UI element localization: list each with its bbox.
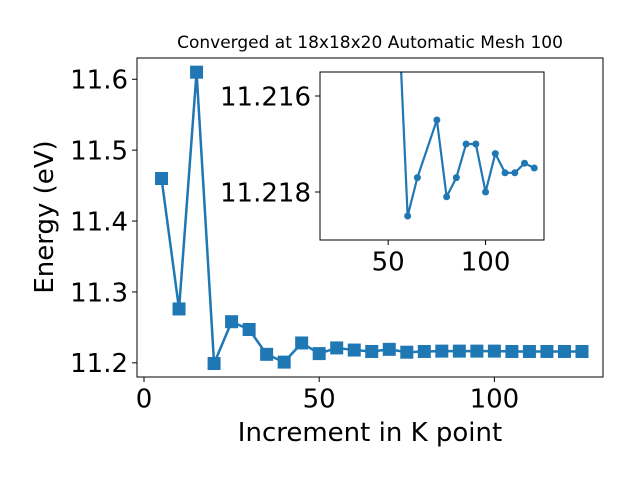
main-data-point — [225, 315, 239, 329]
main-data-point — [295, 336, 309, 350]
main-y-tick-label: 11.6 — [70, 66, 128, 96]
main-data-point — [277, 355, 291, 369]
main-data-point — [312, 347, 326, 361]
inset-data-point — [511, 169, 519, 177]
main-x-tick-label: 0 — [136, 384, 153, 414]
main-x-ticks: 0 50 100 — [136, 377, 519, 414]
main-data-point — [172, 302, 186, 316]
inset-y-ticks: 11.216 11.218 — [220, 82, 320, 208]
main-chart: 0 50 100 11.2 11.3 11.4 11.5 11.6 Converged at… — [30, 33, 604, 448]
main-data-point — [347, 343, 361, 357]
inset-x-ticks: 50 100 — [372, 240, 511, 277]
main-data-point — [260, 347, 274, 361]
main-data-point — [190, 65, 204, 79]
inset-y-tick-label: 11.218 — [220, 178, 311, 208]
main-data-point — [417, 344, 431, 358]
main-x-tick-label: 100 — [470, 384, 520, 414]
main-data-point — [155, 172, 169, 186]
main-data-point — [207, 357, 221, 371]
main-data-point — [505, 344, 519, 358]
x-axis-label: Increment in K point — [238, 418, 502, 448]
inset-data-point — [501, 169, 509, 177]
inset-chart: 50 100 11.216 11.218 — [220, 71, 545, 277]
main-y-tick-label: 11.2 — [70, 349, 128, 379]
main-data-point — [400, 345, 414, 359]
main-plot-frame — [136, 57, 604, 378]
inset-data-point — [413, 174, 421, 182]
inset-data-point — [404, 212, 412, 220]
main-data-point — [487, 344, 501, 358]
main-y-tick-label: 11.5 — [70, 137, 128, 167]
inset-series — [400, 72, 538, 220]
y-axis-label: Energy (eV) — [30, 140, 60, 293]
chart-title: Converged at 18x18x20 Automatic Mesh 100 — [177, 33, 563, 53]
main-data-point — [557, 344, 571, 358]
main-y-tick-label: 11.3 — [70, 278, 128, 308]
main-data-point — [382, 342, 396, 356]
main-data-point — [540, 344, 554, 358]
inset-data-point — [472, 140, 480, 148]
inset-plot-frame — [319, 71, 545, 241]
inset-data-point — [452, 174, 460, 182]
main-data-point — [330, 341, 344, 355]
inset-data-point — [443, 193, 451, 201]
main-series — [155, 65, 589, 371]
main-data-point — [242, 323, 256, 337]
main-data-point — [365, 344, 379, 358]
inset-x-tick-label: 100 — [461, 247, 511, 277]
main-data-point — [575, 344, 589, 358]
main-y-ticks: 11.2 11.3 11.4 11.5 11.6 — [70, 66, 137, 379]
main-data-point — [452, 344, 466, 358]
inset-plot-background — [320, 72, 544, 240]
main-x-tick-label: 50 — [303, 384, 336, 414]
inset-data-point — [530, 164, 538, 172]
main-y-tick-label: 11.4 — [70, 207, 128, 237]
inset-data-point — [521, 159, 529, 167]
inset-data-point — [482, 188, 490, 196]
inset-data-point — [433, 116, 441, 124]
inset-data-point — [462, 140, 470, 148]
inset-data-point — [491, 150, 499, 158]
main-data-point — [470, 344, 484, 358]
inset-x-tick-label: 50 — [372, 247, 405, 277]
main-data-point — [435, 344, 449, 358]
main-data-point — [522, 344, 536, 358]
inset-y-tick-label: 11.216 — [220, 82, 311, 112]
